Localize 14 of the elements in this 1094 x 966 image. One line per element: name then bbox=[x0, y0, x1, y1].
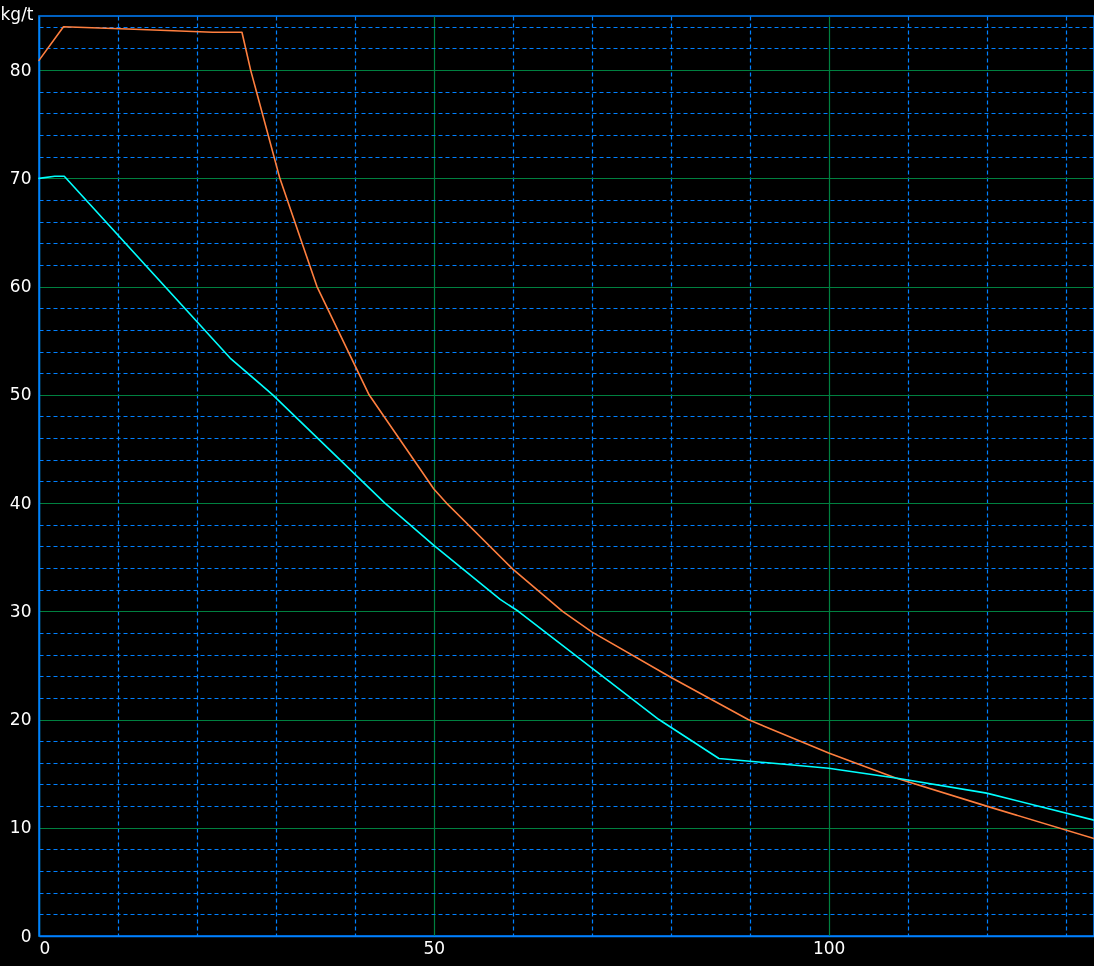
y-tick-label: 50 bbox=[9, 384, 32, 405]
y-tick-label: 80 bbox=[9, 59, 32, 80]
y-tick-label: 60 bbox=[9, 276, 32, 297]
y-tick-label: 20 bbox=[9, 709, 32, 730]
line-series bbox=[38, 26, 1094, 840]
y-axis-title: kg/t bbox=[0, 3, 34, 24]
y-tick-label: 30 bbox=[9, 600, 32, 621]
x-tick-label: 0 bbox=[39, 937, 51, 958]
y-tick-label: 70 bbox=[9, 167, 32, 188]
x-tick-label: 100 bbox=[812, 937, 846, 958]
x-tick-label: 50 bbox=[423, 937, 446, 958]
y-tick-label: 40 bbox=[9, 492, 32, 513]
y-tick-label: 10 bbox=[9, 817, 32, 838]
line-series bbox=[38, 175, 1094, 821]
